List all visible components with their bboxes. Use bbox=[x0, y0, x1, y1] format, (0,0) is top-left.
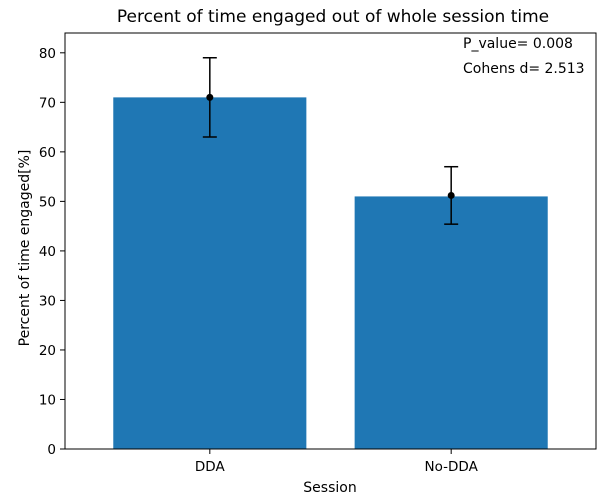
x-tick-label: DDA bbox=[195, 459, 226, 475]
bar-no-dda bbox=[354, 196, 548, 449]
mean-marker bbox=[206, 93, 214, 101]
plot-area: 0 10 20 30 40 50 60 70 80 DDA No-DDA bbox=[39, 32, 597, 475]
y-tick-label: 40 bbox=[39, 244, 56, 260]
y-tick-label: 50 bbox=[39, 194, 56, 210]
y-tick-label: 30 bbox=[39, 293, 56, 309]
bar-dda bbox=[113, 97, 307, 449]
cohens-d-annotation: Cohens d= 2.513 bbox=[463, 61, 585, 77]
y-tick-label: 20 bbox=[39, 343, 56, 359]
x-tick-label: No-DDA bbox=[425, 459, 479, 475]
y-tick-label: 70 bbox=[39, 95, 56, 111]
axes-frame bbox=[64, 32, 597, 450]
y-tick-label: 10 bbox=[39, 392, 56, 408]
p-value-annotation: P_value= 0.008 bbox=[463, 36, 573, 52]
y-axis-label: Percent of time engaged[%] bbox=[17, 150, 33, 347]
mean-marker bbox=[447, 191, 455, 199]
y-tick-label: 80 bbox=[39, 46, 56, 62]
y-tick-label: 60 bbox=[39, 145, 56, 161]
chart-title: Percent of time engaged out of whole ses… bbox=[117, 7, 549, 27]
y-tick-label: 0 bbox=[47, 442, 56, 458]
x-axis-label: Session bbox=[303, 480, 356, 496]
